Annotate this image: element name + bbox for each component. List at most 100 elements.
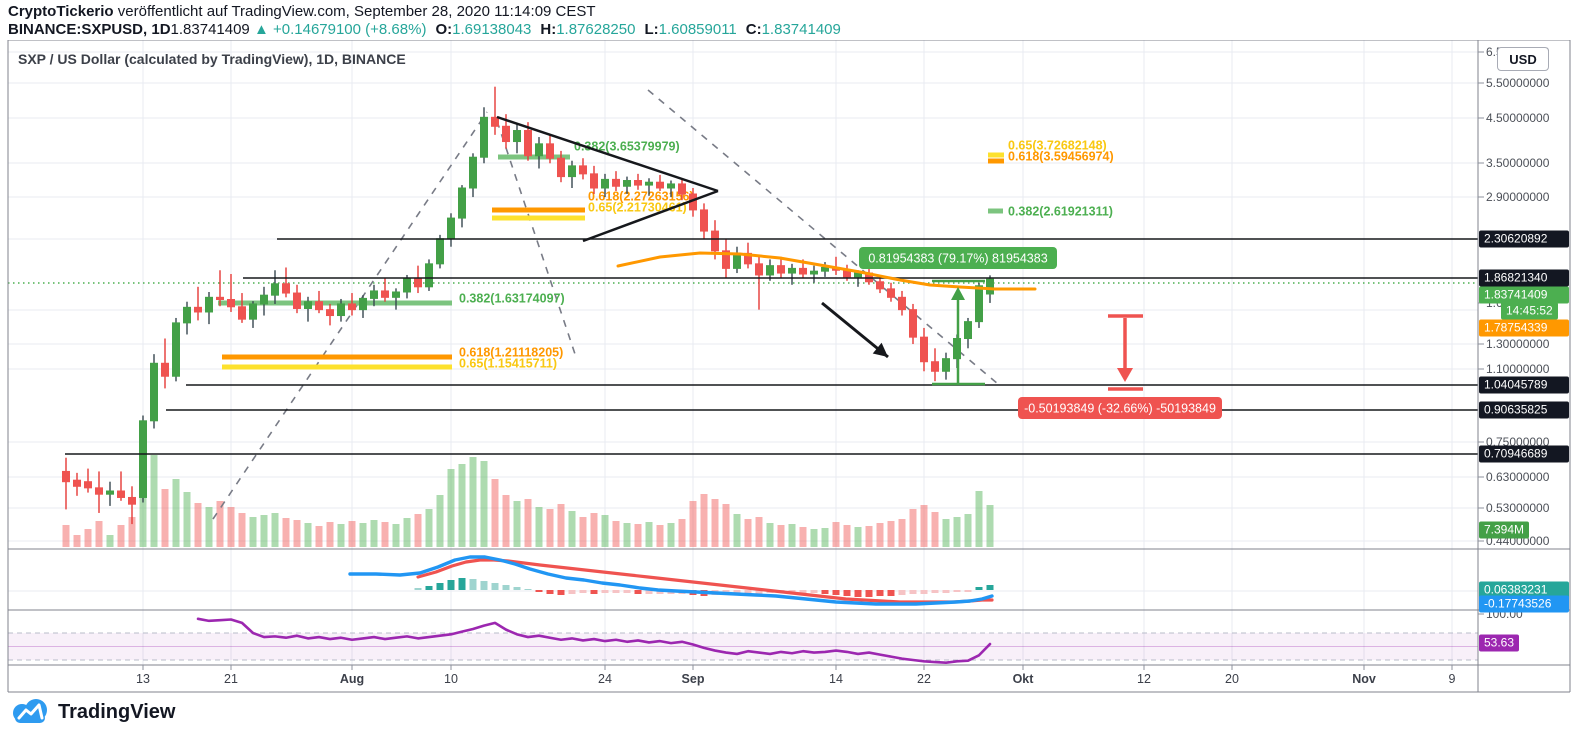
candle[interactable] — [150, 362, 158, 422]
candle[interactable] — [62, 470, 70, 483]
volume-bar — [491, 479, 499, 547]
candle[interactable] — [216, 296, 224, 301]
volume-bar — [546, 509, 554, 547]
candle[interactable] — [403, 278, 411, 293]
candle[interactable] — [480, 116, 488, 158]
moving-average-line — [616, 251, 1037, 291]
candle[interactable] — [986, 278, 994, 295]
candle[interactable] — [535, 143, 543, 157]
candle[interactable] — [623, 180, 631, 187]
fib-level-label: 0.618(3.59456974) — [1008, 149, 1114, 163]
volume-bar — [183, 492, 191, 547]
candle[interactable] — [260, 294, 268, 305]
macd-histogram-bar — [953, 590, 961, 592]
candle[interactable] — [326, 309, 334, 317]
candle[interactable] — [546, 143, 554, 159]
candle[interactable] — [568, 165, 576, 178]
candle[interactable] — [282, 283, 290, 294]
candle[interactable] — [590, 173, 598, 189]
candle[interactable] — [876, 281, 884, 290]
time-axis-label: Sep — [681, 672, 705, 686]
candle[interactable] — [183, 306, 191, 324]
candle[interactable] — [887, 288, 895, 298]
candle[interactable] — [920, 336, 928, 363]
rsi-line — [196, 617, 992, 665]
candle[interactable] — [601, 178, 609, 189]
candle[interactable] — [172, 322, 180, 377]
candle[interactable] — [139, 420, 147, 498]
candle[interactable] — [128, 496, 136, 505]
candle[interactable] — [348, 303, 356, 311]
candle[interactable] — [502, 125, 510, 143]
candle[interactable] — [337, 303, 345, 317]
candle[interactable] — [524, 130, 532, 157]
candle[interactable] — [205, 296, 213, 313]
candle[interactable] — [491, 116, 499, 127]
volume-bar — [304, 523, 312, 547]
candle[interactable] — [579, 165, 587, 175]
candle[interactable] — [964, 321, 972, 340]
candle[interactable] — [293, 292, 301, 309]
candle[interactable] — [722, 250, 730, 269]
candle[interactable] — [370, 290, 378, 299]
candle[interactable] — [656, 181, 664, 189]
chart-legend-title[interactable]: SXP / US Dollar (calculated by TradingVi… — [18, 51, 406, 67]
candle[interactable] — [931, 361, 939, 372]
candle[interactable] — [513, 130, 521, 143]
candle[interactable] — [392, 291, 400, 298]
candle[interactable] — [73, 479, 81, 487]
candle[interactable] — [117, 490, 125, 498]
candle[interactable] — [733, 252, 741, 269]
candle[interactable] — [271, 283, 279, 296]
volume-bar — [95, 521, 103, 547]
candle[interactable] — [95, 487, 103, 495]
candle[interactable] — [766, 265, 774, 276]
candle[interactable] — [777, 265, 785, 274]
candle[interactable] — [634, 180, 642, 186]
candle[interactable] — [414, 278, 422, 288]
candle[interactable] — [381, 290, 389, 298]
candle[interactable] — [898, 296, 906, 311]
candle[interactable] — [700, 209, 708, 232]
volume-bar — [271, 513, 279, 547]
candle[interactable] — [194, 306, 202, 313]
candle[interactable] — [227, 299, 235, 308]
candle[interactable] — [612, 178, 620, 187]
candle[interactable] — [810, 270, 818, 275]
price-axis-label: 2.90000000 — [1486, 190, 1550, 204]
candle[interactable] — [799, 267, 807, 275]
volume-bar — [249, 517, 257, 547]
candle[interactable] — [249, 303, 257, 320]
candle[interactable] — [755, 263, 763, 276]
candle[interactable] — [821, 266, 829, 272]
volume-bar — [744, 519, 752, 547]
currency-toggle-button[interactable]: USD — [1497, 47, 1549, 71]
candle[interactable] — [238, 306, 246, 320]
macd-histogram-bar — [799, 590, 807, 593]
candle[interactable] — [667, 183, 675, 189]
candle[interactable] — [942, 358, 950, 372]
fib-level-label: 0.382(1.63174097) — [459, 291, 565, 305]
candle[interactable] — [909, 309, 917, 338]
candle[interactable] — [425, 263, 433, 288]
candle[interactable] — [458, 187, 466, 219]
candle[interactable] — [447, 217, 455, 240]
candle[interactable] — [854, 272, 862, 278]
footer-logo[interactable]: TradingView — [10, 697, 175, 727]
candle[interactable] — [711, 230, 719, 252]
candle[interactable] — [304, 301, 312, 309]
candle[interactable] — [84, 481, 92, 489]
symbol-ticker[interactable]: BINANCE:SXPUSD, 1D — [8, 21, 171, 38]
candle[interactable] — [645, 181, 653, 186]
candle[interactable] — [469, 156, 477, 189]
candle[interactable] — [678, 183, 686, 195]
candle[interactable] — [788, 267, 796, 274]
candle[interactable] — [315, 301, 323, 311]
candle[interactable] — [161, 362, 169, 377]
candle[interactable] — [106, 490, 114, 495]
candle[interactable] — [975, 285, 983, 323]
candle[interactable] — [557, 157, 565, 178]
candle[interactable] — [436, 238, 444, 265]
candle[interactable] — [359, 297, 367, 311]
